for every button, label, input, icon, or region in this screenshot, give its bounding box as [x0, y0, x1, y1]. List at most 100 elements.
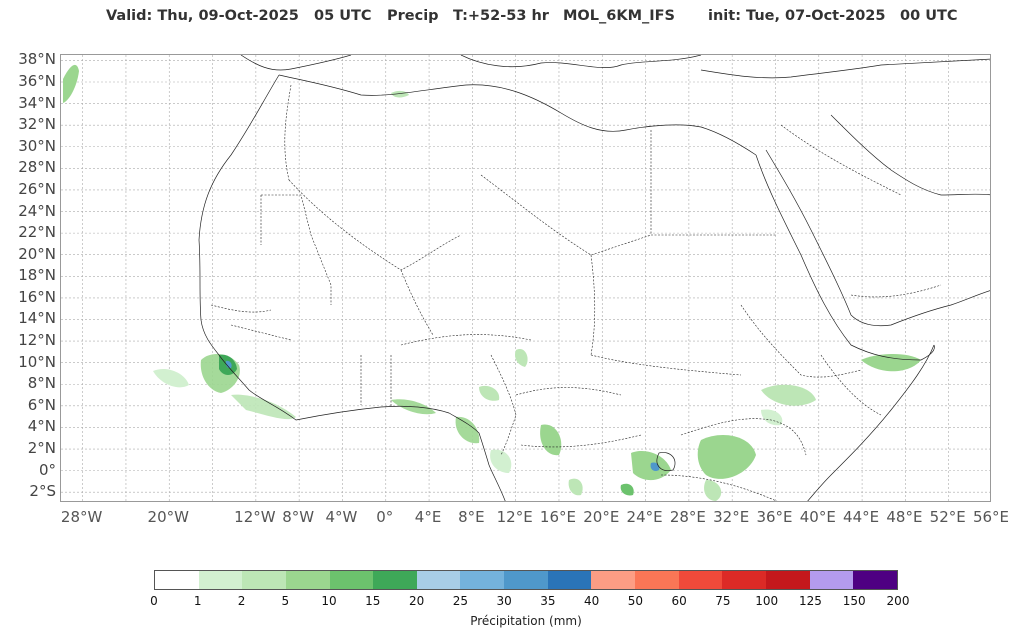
border-guinea: [230, 324, 292, 341]
title-valid-utc: 05 UTC: [314, 8, 372, 24]
colorbar-swatch: [198, 571, 243, 589]
colorbar-swatch: [809, 571, 854, 589]
longitude-label: 4°W: [325, 508, 358, 526]
colorbar-swatch: [678, 571, 723, 589]
precip-area-east-africa: [697, 435, 756, 479]
precip-core-guinea-blue: [225, 360, 232, 369]
latitude-label: 14°N: [18, 309, 56, 328]
colorbar-tick-label: 100: [755, 594, 779, 608]
colorbar-tick-label: 0: [150, 594, 158, 608]
colorbar-tick-label: 15: [365, 594, 381, 608]
colorbar: [154, 570, 898, 590]
longitude-label: 44°E: [843, 508, 880, 526]
colorbar-tick-label: 2: [237, 594, 246, 608]
map-panel: [60, 54, 991, 502]
colorbar-tick-label: 40: [584, 594, 600, 608]
coastline-red-sea-west: [755, 154, 935, 361]
border-drc: [520, 434, 642, 448]
colorbar-tick-label: 150: [842, 594, 866, 608]
border-mali-niger: [400, 269, 434, 336]
colorbar-tick-label: 60: [671, 594, 687, 608]
colorbar-tick-label: 30: [496, 594, 512, 608]
precip-area-liberia: [231, 394, 296, 420]
longitude-label: 36°E: [756, 508, 793, 526]
border-kenya: [680, 418, 807, 456]
colorbar-swatch: [722, 571, 766, 589]
latitude-label: 20°N: [18, 244, 56, 263]
longitude-label: 16°E: [539, 508, 577, 526]
precip-area-north-atl: [63, 64, 79, 103]
border-mauritania: [261, 194, 332, 305]
latitude-label: 32°N: [18, 115, 56, 134]
colorbar-swatch: [460, 571, 505, 589]
precip-core-lake-victoria: [650, 462, 660, 472]
longitude-label: 4°E: [414, 508, 442, 526]
latitude-label: 18°N: [18, 266, 56, 285]
border-tanzania: [660, 474, 778, 501]
colorbar-swatch: [242, 571, 286, 589]
colorbar-tick-label: 20: [408, 594, 425, 608]
country-borders: [210, 84, 942, 501]
border-chad-sudan: [590, 254, 596, 356]
colorbar-swatch: [765, 571, 810, 589]
colorbar-tick-label: 35: [540, 594, 556, 608]
coastline-lake-victoria: [656, 452, 676, 471]
title-valid: Valid: Thu, 09-Oct-2025: [106, 8, 299, 24]
longitude-label: 40°E: [799, 508, 836, 526]
coastlines: [198, 55, 990, 501]
coastline-arabia-gulf: [830, 114, 990, 196]
longitude-label: 20°E: [583, 508, 620, 526]
border-niger-nigeria: [400, 334, 532, 346]
latitude-label: 26°N: [18, 179, 56, 198]
precip-area-tanzania: [568, 478, 583, 496]
coastline-turkey: [700, 58, 990, 79]
longitude-label: 48°E: [886, 508, 923, 526]
map-title: Valid: Thu, 09-Oct-2025 05 UTC Precip T:…: [0, 8, 1011, 28]
latitude-label: 2°S: [29, 482, 56, 501]
precip-area-chad: [515, 348, 528, 367]
colorbar-tick-label: 10: [321, 594, 337, 608]
coastline-horn-africa: [807, 344, 935, 501]
border-cameroon: [490, 354, 517, 456]
latitude-label: 4°N: [27, 417, 56, 436]
precipitation-layer: [63, 64, 921, 501]
longitude-label: 12°E: [496, 508, 533, 526]
longitude-label: 52°E: [929, 508, 966, 526]
colorbar-swatch: [591, 571, 636, 589]
precip-area-nigeria: [479, 385, 500, 401]
longitude-label: 8°E: [458, 508, 485, 526]
longitude-label: 12°W: [234, 508, 276, 526]
precip-area-somalia: [861, 353, 921, 372]
border-ethiopia: [740, 304, 862, 378]
border-saudi: [780, 124, 902, 196]
latitude-label: 16°N: [18, 287, 56, 306]
longitude-label: 20°W: [147, 508, 189, 526]
colorbar-swatch: [373, 571, 417, 589]
latitude-label: 0°: [38, 460, 56, 479]
latitude-label: 2°N: [27, 439, 56, 458]
latitude-label: 24°N: [18, 201, 56, 220]
colorbar-swatch: [329, 571, 374, 589]
precip-area-cameroon: [455, 416, 480, 444]
latitude-label: 22°N: [18, 223, 56, 242]
border-somalia: [820, 354, 882, 416]
precip-area-ethiopia: [761, 384, 816, 406]
map-canvas: [61, 55, 990, 501]
coastline-west-africa: [198, 74, 506, 501]
colorbar-tick-label: 25: [452, 594, 468, 608]
title-init-utc: 00 UTC: [900, 8, 958, 24]
latitude-label: 36°N: [18, 71, 56, 90]
border-yemen: [850, 284, 942, 298]
longitude-label: 32°E: [713, 508, 750, 526]
precip-area-ocean-west: [153, 368, 189, 388]
latitude-label: 12°N: [18, 331, 56, 350]
colorbar-swatch: [547, 571, 592, 589]
colorbar-tick-label: 50: [627, 594, 644, 608]
colorbar-swatch: [853, 571, 897, 589]
title-model: MOL_6KM_IFS: [563, 8, 675, 24]
title-init: init: Tue, 07-Oct-2025: [708, 8, 886, 24]
longitude-label: 0°: [376, 508, 394, 526]
precip-area-east-africa-2: [704, 480, 722, 501]
border-car: [515, 387, 622, 396]
latitude-label: 34°N: [18, 93, 56, 112]
